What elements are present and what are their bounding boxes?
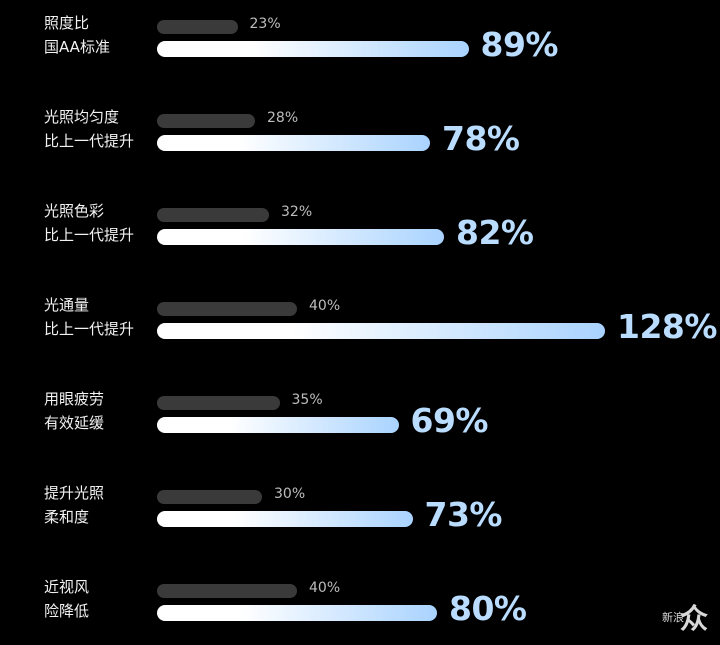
improvement-bar [157, 135, 430, 151]
category-label-line2: 有效延缓 [44, 414, 105, 432]
category-label-line1: 提升光照 [44, 484, 105, 502]
improvement-bar [157, 605, 437, 621]
baseline-value-label: 32% [281, 204, 313, 220]
improvement-value-label: 89% [480, 25, 559, 64]
improvement-bar [157, 511, 413, 527]
improvement-value-label: 82% [456, 213, 534, 252]
improvement-bar [157, 229, 444, 245]
chart-row: 提升光照柔和度 30% 73% [0, 484, 720, 544]
baseline-value-label: 40% [309, 580, 341, 596]
baseline-value-label: 28% [267, 110, 299, 126]
category-label: 近视风 险降低 [44, 575, 89, 623]
category-label: 提升光照 柔和度 [44, 481, 104, 529]
category-label-line2: 比上一代提升 [44, 132, 135, 150]
category-label: 光照均匀度比上一代提升 [44, 105, 134, 153]
baseline-bar [157, 490, 262, 504]
category-label: 用眼疲劳 有效延缓 [44, 387, 104, 435]
category-label-line1: 光照均匀度 [44, 108, 120, 126]
category-label-line1: 光通量 [44, 296, 90, 314]
category-label-line2: 比上一代提升 [44, 226, 135, 244]
watermark-main-text: 众 [679, 602, 710, 635]
chart-row: 光照均匀度比上一代提升 28% 78% [0, 108, 720, 168]
baseline-bar [157, 302, 297, 316]
chart-row: 照度比国AA标准 23% 89% [0, 14, 720, 74]
baseline-bar [157, 20, 238, 34]
watermark-side-text: 新浪 [661, 610, 684, 624]
improvement-value-label: 78% [442, 119, 520, 158]
baseline-bar [157, 114, 255, 128]
improvement-value-label: 128% [617, 307, 717, 346]
baseline-value-label: 35% [291, 392, 323, 408]
category-label-line1: 用眼疲劳 [44, 390, 105, 408]
category-label: 光照色彩比上一代提升 [44, 199, 134, 247]
baseline-value-label: 30% [274, 486, 306, 502]
chart-row: 用眼疲劳有效延缓 35% 69% [0, 390, 720, 450]
category-label-line2: 险降低 [44, 602, 90, 620]
baseline-value-label: 23% [249, 16, 281, 32]
category-label-line1: 照度比 [44, 14, 90, 32]
category-label: 照度比国AA标准 [44, 11, 110, 59]
category-label-line2: 比上一代提升 [44, 320, 135, 338]
improvement-bar [157, 323, 605, 339]
improvement-bar [157, 41, 469, 57]
category-label-line1: 近视风 [44, 578, 90, 596]
baseline-value-label: 40% [309, 298, 341, 314]
chart-row: 光照色彩比上一代提升 32% 82% [0, 202, 720, 262]
baseline-bar [157, 208, 269, 222]
category-label: 光通量 比上一代提升 [44, 293, 134, 341]
improvement-value-label: 80% [449, 589, 527, 628]
improvement-value-label: 69% [410, 401, 489, 440]
baseline-bar [157, 584, 297, 598]
category-label-line2: 国AA标准 [44, 38, 110, 56]
chart-row: 近视风险降低 40% 80% [0, 578, 720, 638]
chart-row: 光通量比上一代提升 40% 128% [0, 296, 720, 356]
improvement-value-label: 73% [424, 495, 503, 534]
category-label-line1: 光照色彩 [44, 202, 105, 220]
baseline-bar [157, 396, 280, 410]
watermark: 新浪众 [662, 597, 710, 637]
category-label-line2: 柔和度 [44, 508, 90, 526]
improvement-bar [157, 417, 399, 433]
